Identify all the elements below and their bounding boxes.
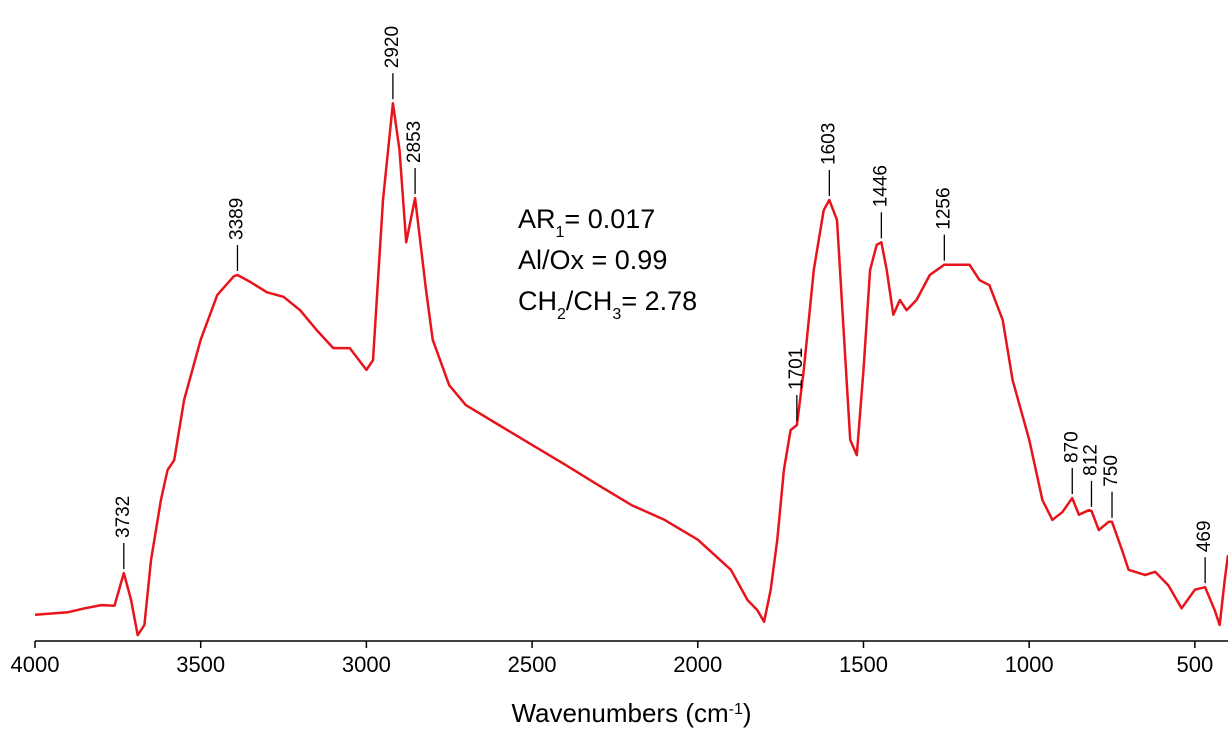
stats-part: = 0.017 [564, 204, 655, 234]
peak-label: 1256 [933, 187, 954, 229]
x-tick-label: 4000 [11, 652, 60, 677]
x-tick-label: 2500 [508, 652, 557, 677]
x-tick-label: 500 [1177, 652, 1214, 677]
x-axis-label: Wavenumbers (cm-1) [511, 698, 751, 728]
stats-part: CH [518, 286, 557, 316]
stats-part: Al/Ox = 0.99 [518, 245, 667, 275]
peak-label: 870 [1061, 431, 1082, 463]
stats-part: 3 [612, 306, 621, 323]
stats-part: 2 [557, 306, 566, 323]
x-tick-label: 3000 [342, 652, 391, 677]
x-tick-label: 1000 [1005, 652, 1054, 677]
stats-part: AR [518, 204, 556, 234]
x-tick-label: 2000 [673, 652, 722, 677]
peak-label: 750 [1101, 455, 1122, 487]
stats-part: /CH [566, 286, 613, 316]
peak-label: 2920 [382, 26, 403, 68]
peak-label: 3732 [113, 496, 134, 538]
peak-label: 469 [1194, 520, 1215, 552]
stats-text: AR1= 0.017 [518, 204, 655, 241]
x-axis-label-part: ) [743, 698, 752, 728]
spectrum-line [34, 101, 1228, 637]
x-tick-label: 1500 [839, 652, 888, 677]
x-tick-label: 3500 [176, 652, 225, 677]
stats-part: 1 [556, 224, 565, 241]
stats-text: CH2/CH3= 2.78 [518, 286, 697, 323]
peak-label: 812 [1080, 444, 1101, 476]
peak-label: 1701 [786, 348, 807, 390]
peak-label: 1446 [870, 165, 891, 207]
stats-text: Al/Ox = 0.99 [518, 245, 667, 275]
peak-label: 2853 [404, 121, 425, 163]
peak-label: 3389 [226, 198, 247, 240]
x-axis-label-part: Wavenumbers (cm [511, 698, 728, 728]
stats-part: = 2.78 [621, 286, 697, 316]
peak-label: 1603 [818, 123, 839, 165]
x-axis-label-part: -1 [729, 701, 743, 718]
